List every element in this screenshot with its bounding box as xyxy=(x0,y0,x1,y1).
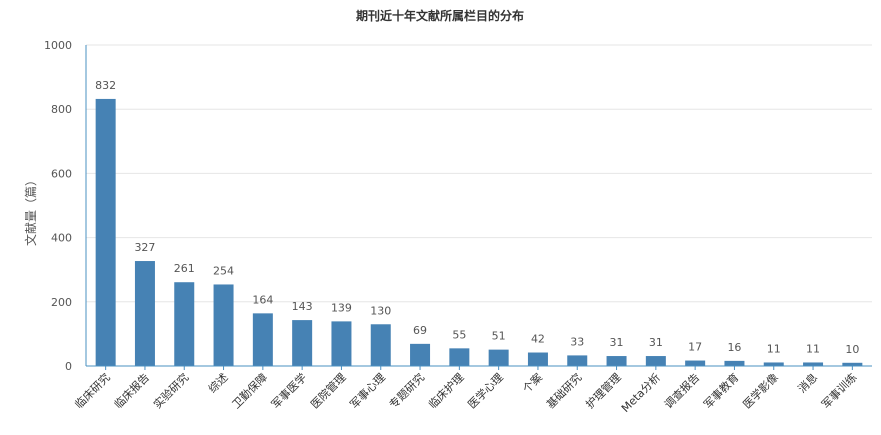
bar xyxy=(213,284,234,366)
x-tick-label: 消息 xyxy=(795,370,820,395)
y-tick-label: 600 xyxy=(51,167,72,180)
chart-title: 期刊近十年文献所属栏目的分布 xyxy=(356,8,524,23)
y-tick-label: 200 xyxy=(51,296,72,309)
bar xyxy=(606,356,627,366)
data-label: 139 xyxy=(331,301,352,314)
bar xyxy=(410,343,431,366)
bar xyxy=(803,362,824,366)
bar xyxy=(331,321,352,366)
x-tick-label: 实验研究 xyxy=(150,370,191,411)
data-label: 261 xyxy=(174,262,195,275)
bar xyxy=(449,348,470,366)
bars xyxy=(95,98,863,366)
data-label: 16 xyxy=(727,341,741,354)
y-tick-labels: 0 200 400 600 800 1000 xyxy=(44,39,72,373)
x-tick-label: 军事教育 xyxy=(701,370,742,411)
data-label: 164 xyxy=(252,293,273,306)
data-label: 69 xyxy=(413,324,427,337)
x-tick-label: 卫勤保障 xyxy=(229,370,270,411)
data-labels: 832 327 261 254 164 143 139 130 69 55 51 42 33 31 31 17… xyxy=(95,79,859,356)
x-tick-label: 护理管理 xyxy=(583,370,624,411)
bar xyxy=(527,352,548,366)
data-label: 33 xyxy=(570,335,584,348)
data-label: 10 xyxy=(845,343,859,356)
bar xyxy=(724,360,745,366)
axes xyxy=(85,45,872,370)
bar xyxy=(645,356,666,366)
bar xyxy=(252,313,273,366)
bar xyxy=(174,282,195,366)
data-label: 11 xyxy=(806,342,820,355)
x-tick-label: 临床护理 xyxy=(425,370,466,411)
bar xyxy=(842,362,863,366)
data-label: 11 xyxy=(767,342,781,355)
data-label: 51 xyxy=(492,330,506,343)
data-label: 254 xyxy=(213,264,234,277)
x-tick-label: 基础研究 xyxy=(543,370,584,411)
data-label: 832 xyxy=(95,79,116,92)
y-tick-label: 0 xyxy=(65,360,72,373)
y-tick-label: 800 xyxy=(51,103,72,116)
bar xyxy=(685,360,706,366)
bar xyxy=(292,320,313,366)
x-tick-label: 军事心理 xyxy=(348,371,388,411)
y-tick-label: 400 xyxy=(51,232,72,245)
data-label: 17 xyxy=(688,341,702,354)
bar xyxy=(370,324,391,366)
bar xyxy=(134,261,155,366)
x-tick-label: 军事医学 xyxy=(268,370,309,411)
x-tick-label: 军事训练 xyxy=(818,370,859,411)
y-axis-label: 文献量（篇） xyxy=(23,174,38,246)
data-label: 327 xyxy=(134,241,155,254)
bar xyxy=(488,349,509,366)
x-tick-label: 临床报告 xyxy=(111,370,152,411)
data-label: 42 xyxy=(531,333,545,346)
x-tick-label: 医学影像 xyxy=(740,370,781,411)
data-label: 55 xyxy=(452,328,466,341)
bar xyxy=(763,362,784,366)
data-label: 31 xyxy=(610,336,624,349)
y-tick-label: 1000 xyxy=(44,39,72,52)
x-tick-label: 医学心理 xyxy=(465,370,506,411)
data-label: 143 xyxy=(292,300,313,313)
data-label: 31 xyxy=(649,336,663,349)
x-tick-label: 综述 xyxy=(205,370,230,395)
x-tick-label: Meta分析 xyxy=(618,370,663,415)
x-tick-label: 临床研究 xyxy=(72,370,113,411)
x-tick-label: 专题研究 xyxy=(386,370,427,411)
bar xyxy=(567,355,588,366)
gridlines xyxy=(86,44,872,303)
data-label: 130 xyxy=(370,304,391,317)
bar xyxy=(95,98,116,366)
x-tick-label: 个案 xyxy=(520,370,545,395)
x-tick-label: 医院管理 xyxy=(308,370,349,411)
x-tick-label: 调查报告 xyxy=(661,370,702,411)
